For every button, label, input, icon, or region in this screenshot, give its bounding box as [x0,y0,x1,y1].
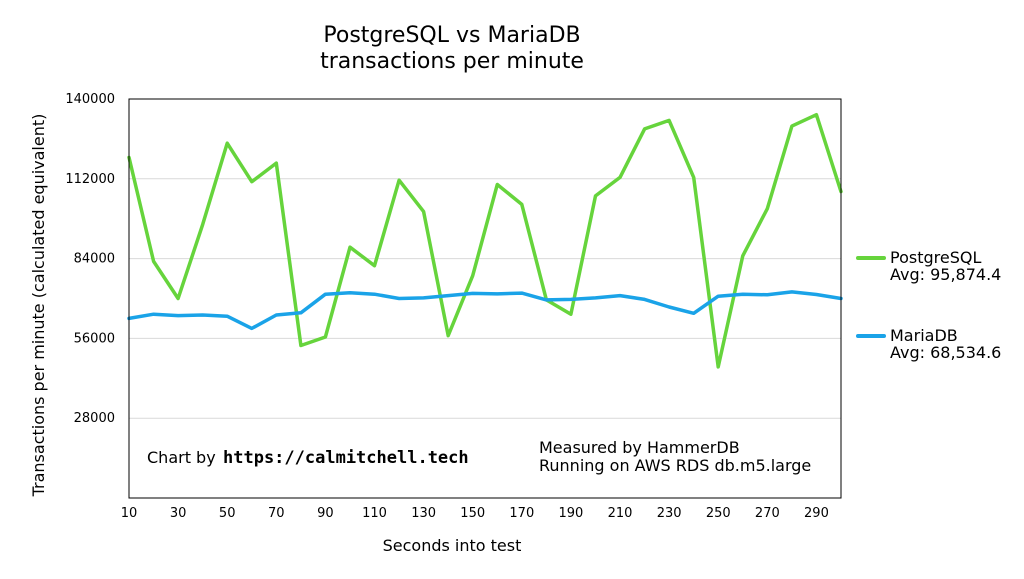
y-tick-label: 84000 [74,252,115,267]
chart-by-url: https://calmitchell.tech [223,448,469,468]
x-tick-label: 170 [509,506,534,521]
chart-by-label: Chart by [147,448,216,467]
chart-title-line-1: PostgreSQL vs MariaDB [323,23,580,48]
x-tick-label: 150 [460,506,485,521]
x-tick-label: 190 [559,506,584,521]
measured-by-note: Measured by HammerDB [539,438,740,457]
x-tick-label: 210 [608,506,633,521]
x-tick-label: 50 [219,506,236,521]
x-tick-label: 70 [268,506,285,521]
x-tick-labels: 10 30 50 70 90 110 130 150 170 190 210 230 250 270 290 [121,506,829,521]
x-tick-label: 30 [170,506,187,521]
y-tick-labels: 28000 56000 84000 112000 140000 [65,92,115,426]
plot-frame [128,98,842,499]
x-axis-label: Seconds into test [383,536,522,555]
y-axis-label: Transactions per minute (calculated equi… [29,114,48,498]
x-tick-label: 130 [411,506,436,521]
x-tick-label: 10 [121,506,138,521]
series-line-mariadb [127,290,843,331]
series-line-postgresql [127,112,843,369]
x-tick-label: 90 [317,506,334,521]
series-lines [127,112,843,369]
y-tick-label: 112000 [65,172,115,187]
legend-avg-postgresql: Avg: 95,874.4 [890,265,1001,284]
y-tick-label: 28000 [74,411,115,426]
running-on-note: Running on AWS RDS db.m5.large [539,456,811,475]
y-tick-label: 140000 [65,92,115,107]
legend-label-postgresql: PostgreSQL [890,248,981,267]
x-tick-label: 290 [804,506,829,521]
chart-title-line-2: transactions per minute [320,49,584,74]
gridlines [129,98,841,419]
x-tick-label: 270 [755,506,780,521]
x-tick-label: 230 [657,506,682,521]
x-tick-label: 250 [706,506,731,521]
legend-avg-mariadb: Avg: 68,534.6 [890,343,1001,362]
legend-label-mariadb: MariaDB [890,326,958,345]
legend: PostgreSQL Avg: 95,874.4 MariaDB Avg: 68… [856,248,1001,362]
y-tick-label: 56000 [74,331,115,346]
x-tick-label: 110 [362,506,387,521]
